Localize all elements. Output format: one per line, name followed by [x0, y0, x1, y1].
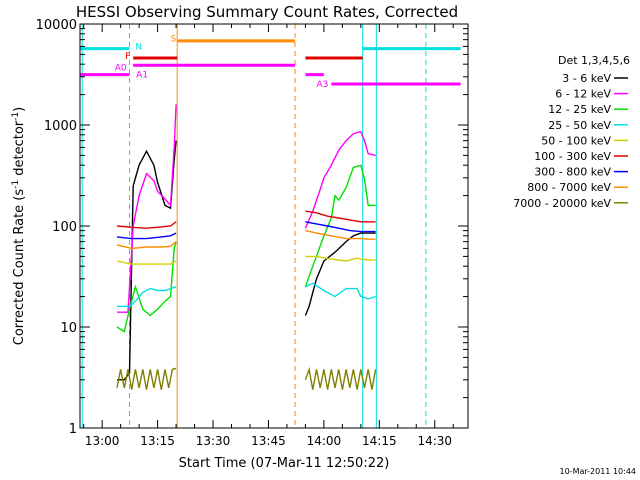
y-axis-label-sup1: -1 — [11, 180, 21, 189]
state-bars: N S F A0 A1 A3 — [80, 34, 461, 90]
series-4-segment-1 — [305, 255, 376, 262]
y-tick-label-0: 1 — [69, 422, 77, 437]
state-label-A3: A3 — [316, 80, 328, 90]
series-5-segment-1 — [305, 210, 376, 223]
series-3-segment-1 — [305, 282, 376, 300]
series-8-segment-1 — [304, 366, 377, 390]
series-1-segment-0 — [117, 104, 177, 313]
legend-label-2: 12 - 25 keV — [548, 103, 611, 116]
y-axis-label: Corrected Count Rate (s-1 detector-1) — [11, 107, 27, 345]
timestamp: 10-Mar-2011 10:44 — [560, 467, 637, 476]
legend-label-4: 50 - 100 keV — [541, 134, 611, 147]
legend-label-0: 3 - 6 keV — [562, 72, 611, 85]
x-tick-label-3: 13:45 — [251, 434, 286, 448]
x-axis: 13:00 13:15 13:30 13:45 14:00 14:15 14:30 — [83, 24, 454, 448]
series-6-segment-1 — [305, 221, 376, 233]
state-label-S: S — [171, 34, 177, 44]
state-label-F: F — [125, 52, 130, 62]
x-tick-label-1: 13:15 — [140, 434, 175, 448]
legend: Det 1,3,4,5,6 3 - 6 keV 6 - 12 keV 12 - 25… — [513, 54, 630, 210]
x-tick-label-2: 13:30 — [196, 434, 231, 448]
series-2-segment-0 — [116, 241, 177, 333]
legend-label-7: 800 - 7000 keV — [527, 181, 611, 194]
legend-label-5: 100 - 300 keV — [534, 150, 611, 163]
series-2-segment-1 — [304, 164, 376, 288]
series-6-segment-0 — [116, 232, 177, 240]
event-lines — [81, 24, 427, 428]
y-axis-label-start: Corrected Count Rate (s — [12, 189, 27, 346]
series-group — [116, 104, 377, 390]
x-tick-label-0: 13:00 — [85, 434, 120, 448]
state-label-A0: A0 — [115, 64, 127, 74]
y-tick-label-3: 1000 — [44, 119, 77, 134]
y-axis: 1 10 100 1000 10000 — [36, 18, 468, 437]
y-axis-label-sup2: -1 — [11, 112, 21, 121]
series-4-segment-0 — [116, 260, 177, 265]
y-axis-label-end: ) — [12, 107, 27, 112]
legend-title: Det 1,3,4,5,6 — [558, 54, 630, 67]
y-tick-label-1: 10 — [60, 321, 77, 336]
y-tick-label-2: 100 — [52, 220, 77, 235]
legend-label-8: 7000 - 20000 keV — [513, 197, 611, 210]
state-label-N: N — [135, 42, 142, 52]
series-3-segment-0 — [117, 286, 177, 308]
x-tick-label-5: 14:15 — [362, 434, 397, 448]
legend-label-1: 6 - 12 keV — [555, 88, 611, 101]
series-0-segment-0 — [117, 140, 177, 381]
series-7-segment-0 — [116, 241, 177, 250]
y-axis-label-mid: detector — [12, 120, 27, 180]
series-8-segment-0 — [116, 367, 177, 390]
x-axis-label: Start Time (07-Mar-11 12:50:22) — [179, 456, 390, 471]
series-7-segment-1 — [305, 229, 376, 240]
x-tick-label-4: 14:00 — [307, 434, 342, 448]
legend-label-3: 25 - 50 keV — [548, 119, 611, 132]
legend-label-6: 300 - 800 keV — [534, 166, 611, 179]
series-5-segment-0 — [116, 221, 177, 229]
x-tick-label-6: 14:30 — [417, 434, 452, 448]
y-tick-label-4: 10000 — [36, 18, 77, 33]
series-0-segment-1 — [304, 232, 376, 316]
series-1-segment-1 — [304, 130, 376, 229]
state-label-A1: A1 — [136, 71, 148, 81]
chart-title: HESSI Observing Summary Count Rates, Cor… — [76, 3, 458, 21]
